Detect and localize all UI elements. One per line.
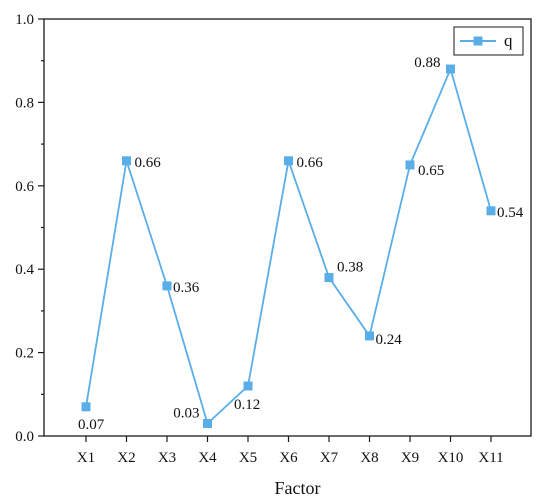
data-label: 0.24 [376,332,403,348]
x-tick-label: X1 [77,450,95,466]
y-tick-label: 0.8 [15,95,34,111]
y-tick-label: 1.0 [15,12,34,28]
data-point [446,64,455,74]
data-point [324,273,334,283]
data-point [203,418,212,428]
x-tick-label: X4 [198,450,217,466]
data-point [162,281,172,291]
y-axis-ticks: 0.0 0.2 0.4 0.6 0.8 1.0 [15,12,44,445]
series-q [81,64,496,428]
data-point [284,156,293,166]
data-label: 0.36 [173,280,200,296]
x-tick-label: X10 [438,450,464,466]
data-label: 0.03 [173,405,199,421]
data-label: 0.66 [135,155,162,171]
y-tick-label: 0.2 [15,346,34,362]
x-tick-label: X2 [117,450,135,466]
x-tick-label: X8 [360,450,378,466]
x-tick-label: X6 [279,450,298,466]
data-label: 0.88 [414,55,440,71]
x-tick-label: X11 [478,450,503,466]
data-point [405,160,415,170]
data-point [243,381,253,391]
x-tick-label: X7 [320,450,339,466]
data-label: 0.66 [297,155,324,171]
data-label: 0.38 [337,260,363,276]
x-tick-label: X3 [158,450,176,466]
y-tick-label: 0.0 [15,429,34,445]
x-tick-label: X5 [239,450,257,466]
y-tick-label: 0.4 [15,262,34,278]
data-point [81,402,91,412]
x-axis-ticks: X1 X2 X3 X4 X5 X6 X7 X8 X9 X10 X11 [77,436,504,466]
x-tick-label: X9 [401,450,419,466]
data-label: 0.12 [234,397,260,413]
data-label: 0.65 [418,163,444,179]
data-point [365,331,374,341]
data-label: 0.54 [497,205,524,221]
data-point [486,206,496,216]
data-point [122,156,131,166]
legend-label: q [504,31,513,50]
x-axis-title: Factor [275,478,321,498]
data-label: 0.07 [78,417,105,433]
series-line [85,66,492,426]
legend-marker [473,36,483,46]
plot-frame [43,18,532,437]
axes [43,18,532,437]
legend: q [453,26,524,56]
y-tick-label: 0.6 [15,179,34,195]
data-labels: 0.07 0.66 0.36 0.03 0.12 0.66 0.38 0.24 0.65 0.88… [78,55,524,433]
